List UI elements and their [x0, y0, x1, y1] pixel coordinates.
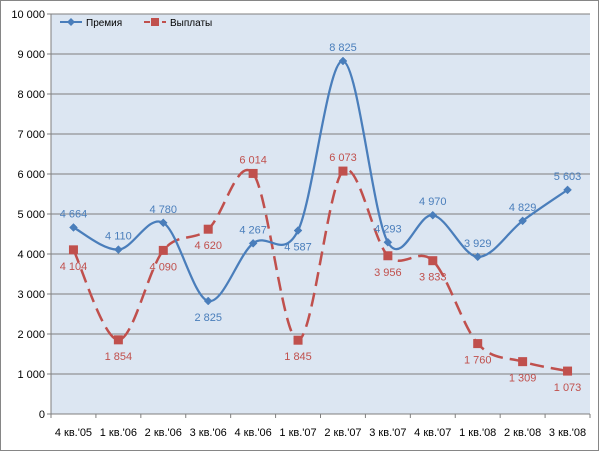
data-labels: 4 104 1 854 4 090 4 620 6 014 1 845 6 073 3 956…: [60, 42, 582, 394]
y-tick-label: 6 000: [17, 169, 45, 181]
data-point: [158, 245, 168, 255]
data-point: [383, 237, 393, 247]
series-premiya: [69, 56, 572, 306]
legend-item: Выплаты: [144, 18, 212, 29]
data-point: [203, 224, 213, 234]
data-label: 2 825: [194, 312, 222, 324]
data-point: [69, 223, 78, 232]
series-vyplaty: [68, 166, 573, 376]
y-tick-label: 1 000: [17, 369, 45, 381]
data-label: 4 587: [284, 242, 312, 254]
x-tick-label: 4 кв.'06: [235, 427, 272, 439]
x-tick-label: 1 кв.'08: [459, 427, 496, 439]
data-label: 4 090: [150, 261, 178, 273]
data-label: 8 825: [329, 42, 357, 54]
y-tick-label: 9 000: [17, 49, 45, 61]
axes: 0 1 000 2 000 3 000 4 000 5 000 6 000 7 000 8 00…: [11, 9, 591, 439]
series-line: [72, 168, 568, 373]
data-point: [518, 216, 527, 226]
x-tick-label: 2 кв.'07: [324, 427, 361, 439]
y-tick-label: 3 000: [17, 289, 45, 301]
data-label: 1 854: [105, 351, 133, 363]
data-point: [473, 252, 483, 262]
data-point: [293, 226, 303, 235]
data-point: [203, 296, 213, 306]
data-label: 4 829: [509, 202, 537, 214]
x-tick-label: 4 кв.'07: [414, 427, 451, 439]
data-point: [248, 168, 258, 178]
legend-label: Выплаты: [170, 18, 212, 29]
y-tick-label: 5 000: [17, 209, 45, 221]
x-tick-label: 3 кв.'06: [190, 427, 227, 439]
data-label: 1 073: [554, 382, 582, 394]
data-point: [338, 56, 348, 66]
data-point: [518, 357, 528, 367]
legend-marker: [67, 18, 75, 26]
y-tick-label: 4 000: [17, 249, 45, 261]
data-point: [338, 166, 348, 176]
data-point: [114, 245, 123, 254]
data-label: 3 956: [374, 267, 402, 279]
data-point: [293, 335, 303, 345]
y-tick-label: 7 000: [17, 129, 45, 141]
data-label: 4 104: [60, 261, 88, 273]
y-tick-label: 8 000: [17, 89, 45, 101]
data-label: 4 293: [374, 223, 402, 235]
x-tick-label: 2 кв.'06: [145, 427, 182, 439]
y-tick-label: 10 000: [11, 9, 45, 21]
data-label: 6 073: [329, 152, 357, 164]
data-label: 1 309: [509, 373, 537, 385]
data-label: 1 845: [284, 351, 312, 363]
data-point: [158, 218, 168, 228]
data-point: [68, 245, 78, 255]
data-point: [113, 335, 123, 345]
data-point: [473, 339, 483, 349]
x-tick-label: 1 кв.'06: [100, 427, 137, 439]
x-tick-label: 4 кв.'05: [55, 427, 92, 439]
legend: Премия Выплаты: [60, 18, 212, 29]
legend-marker: [151, 18, 159, 26]
data-label: 3 833: [419, 272, 447, 284]
data-point: [428, 256, 438, 266]
data-label: 4 620: [194, 240, 222, 252]
legend-label: Премия: [86, 18, 122, 29]
data-point: [563, 185, 572, 195]
x-tick-label: 3 кв.'08: [549, 427, 586, 439]
x-tick-label: 1 кв.'07: [279, 427, 316, 439]
data-label: 4 267: [239, 224, 267, 236]
data-label: 4 110: [105, 231, 132, 243]
data-point: [383, 251, 393, 261]
data-label: 6 014: [239, 154, 267, 166]
data-label: 4 664: [60, 208, 88, 220]
y-tick-label: 0: [39, 409, 45, 421]
data-label: 1 760: [464, 355, 492, 367]
data-label: 4 970: [419, 196, 447, 208]
legend-item: Премия: [60, 18, 122, 29]
y-tick-label: 2 000: [17, 329, 45, 341]
data-label: 5 603: [554, 171, 582, 183]
data-label: 3 929: [464, 238, 492, 250]
x-tick-label: 3 кв.'07: [369, 427, 406, 439]
data-point: [428, 210, 438, 220]
x-tick-label: 2 кв.'08: [504, 427, 541, 439]
data-point: [248, 238, 258, 248]
data-label: 4 780: [150, 204, 178, 216]
series-layer: [68, 56, 573, 376]
data-point: [563, 366, 573, 376]
